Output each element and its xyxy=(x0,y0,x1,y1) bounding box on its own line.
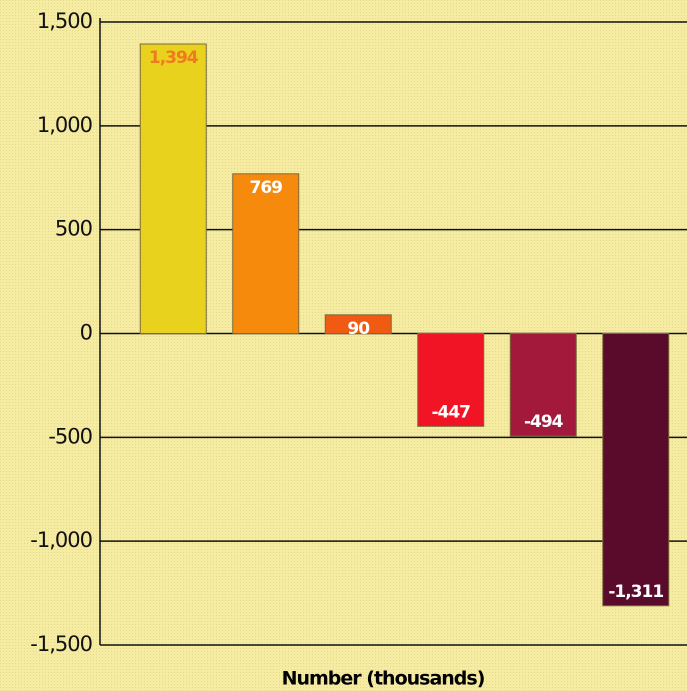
bar xyxy=(232,173,300,334)
y-tick-label: 1,000 xyxy=(37,113,92,137)
y-tick-label: 0 xyxy=(80,321,92,345)
value-label: 1,394 xyxy=(149,48,199,68)
y-tick-label: 1,500 xyxy=(37,9,92,33)
bar xyxy=(324,314,392,334)
x-axis-label: Number (thousands) xyxy=(282,668,485,690)
bar xyxy=(509,333,577,437)
y-tick-label: 500 xyxy=(55,217,92,241)
value-label: 90 xyxy=(347,319,370,339)
bar xyxy=(417,333,485,427)
y-tick-label: -500 xyxy=(48,424,92,448)
value-label: -447 xyxy=(431,402,470,422)
value-label: -494 xyxy=(524,412,564,432)
value-label: -1,311 xyxy=(608,582,663,602)
y-tick-label: -1,500 xyxy=(30,632,92,656)
value-label: 769 xyxy=(250,178,283,198)
bar xyxy=(602,333,670,607)
y-tick-label: -1,000 xyxy=(30,528,92,552)
bar xyxy=(139,43,207,334)
